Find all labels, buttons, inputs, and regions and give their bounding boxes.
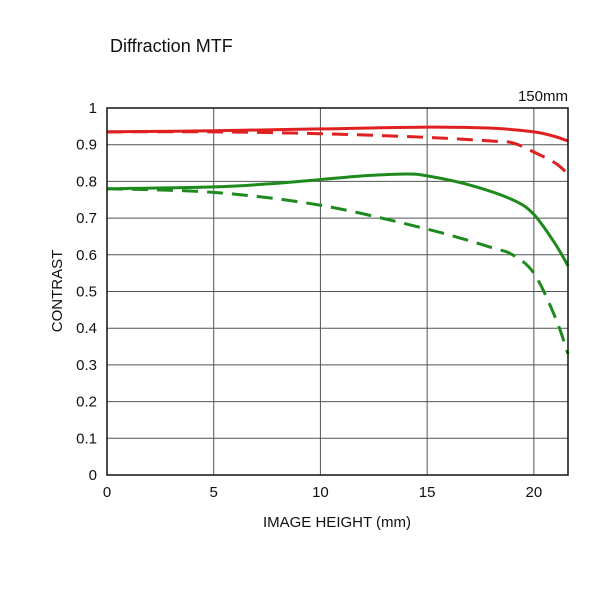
y-tick-label: 1 — [89, 100, 97, 117]
y-axis-label: CONTRAST — [49, 250, 66, 333]
y-tick-label: 0.4 — [76, 320, 97, 337]
plot-frame — [106, 107, 569, 476]
y-tick-label: 0.1 — [76, 430, 97, 447]
x-axis-label: IMAGE HEIGHT (mm) — [263, 514, 411, 531]
y-tick-label: 0.8 — [76, 173, 97, 190]
y-tick-label: 0.6 — [76, 247, 97, 264]
y-tick-label: 0.9 — [76, 137, 97, 154]
x-tick-label: 10 — [312, 484, 329, 501]
x-tick-label: 5 — [210, 484, 218, 501]
series-green-dashed — [106, 187, 570, 355]
y-tick-label: 0.5 — [76, 284, 97, 301]
y-tick-label: 0.3 — [76, 357, 97, 374]
y-tick-label: 0.7 — [76, 210, 97, 227]
x-tick-label: 0 — [103, 484, 111, 501]
series-red-dashed — [106, 130, 570, 176]
x-tick-label: 15 — [419, 484, 436, 501]
y-tick-label: 0.2 — [76, 394, 97, 411]
chart-title: Diffraction MTF — [110, 36, 233, 56]
y-tick-label: 0 — [89, 467, 97, 484]
series-green-solid — [106, 172, 570, 267]
chart-subtitle: 150mm — [518, 88, 568, 105]
x-tick-label: 20 — [526, 484, 543, 501]
